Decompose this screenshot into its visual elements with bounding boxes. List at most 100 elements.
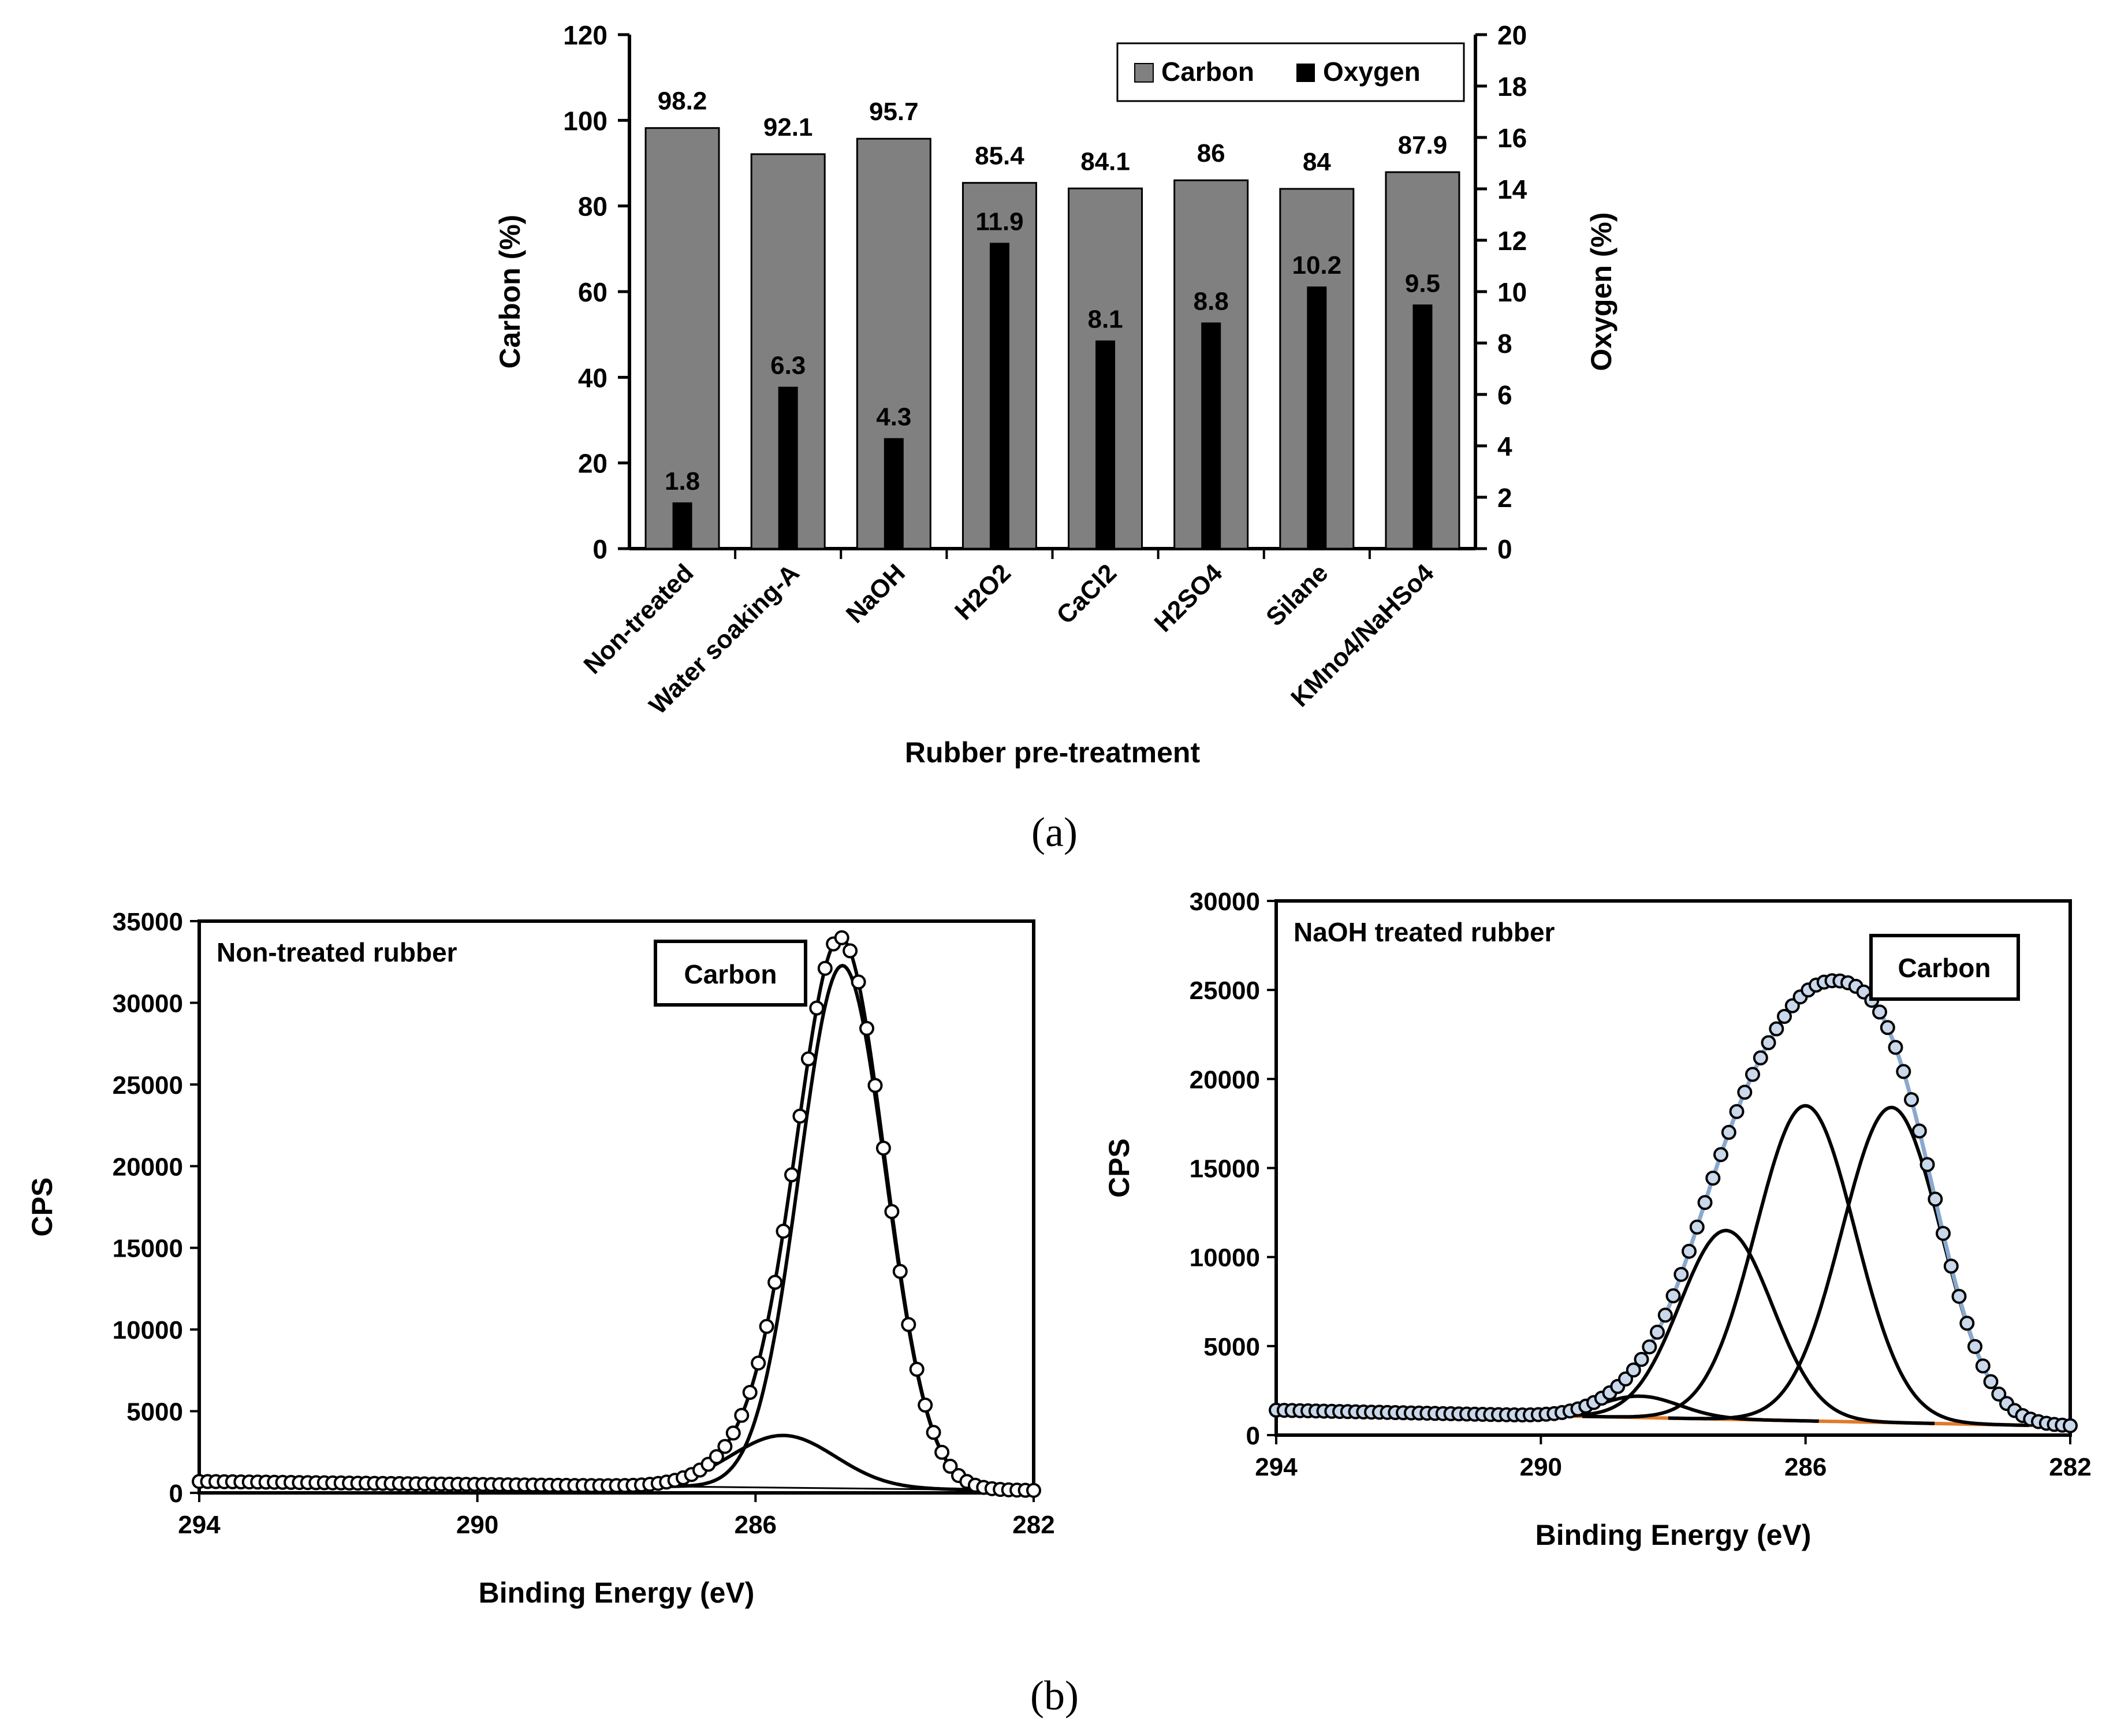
y-tick-label: 15000 — [1190, 1155, 1260, 1183]
data-point — [1729, 1104, 1745, 1119]
x-tick-label: 294 — [178, 1511, 221, 1539]
y-tick-label: 0 — [169, 1480, 183, 1508]
data-point — [834, 930, 849, 945]
data-point — [918, 1398, 933, 1413]
y-axis-label: CPS — [1103, 1138, 1135, 1198]
data-point — [1650, 1324, 1665, 1340]
xps-chart-non-treated: 0 5000 10000 15000 20000 25000 30000 35000 294 29… — [26, 908, 1055, 1609]
data-point — [1657, 1307, 1673, 1323]
bar-oxygen — [672, 502, 692, 549]
data-point — [800, 1051, 816, 1067]
data-label-carbon: 95.7 — [869, 98, 919, 126]
data-point — [1777, 1009, 1792, 1024]
x-axis-label: Rubber pre-treatment — [905, 736, 1201, 769]
bar-oxygen — [1201, 322, 1221, 549]
panel-label-a: (a) — [1031, 809, 1078, 855]
x-tick-label: 294 — [1255, 1453, 1298, 1481]
data-point — [1769, 1021, 1784, 1037]
data-point — [1975, 1358, 1991, 1374]
data-point — [1761, 1035, 1776, 1050]
y-tick-label-right: 8 — [1497, 329, 1512, 359]
annotation-box — [1869, 934, 2020, 1001]
fit-component-peak-2 — [1582, 1104, 2029, 1428]
data-point — [1721, 1124, 1736, 1140]
x-tick-label: 290 — [1520, 1453, 1562, 1481]
annotation-label: Carbon — [684, 959, 777, 989]
y-tick-label: 20000 — [1190, 1066, 1260, 1094]
data-point — [1689, 1219, 1705, 1235]
data-point — [792, 1108, 808, 1124]
bar-oxygen — [884, 438, 904, 549]
data-point — [909, 1362, 925, 1377]
y-tick-label: 30000 — [1190, 888, 1260, 916]
x-tick-label: 286 — [735, 1511, 777, 1539]
data-label-oxygen: 8.1 — [1087, 306, 1123, 334]
panel-label-b: (b) — [1030, 1672, 1079, 1719]
annotation-box — [654, 940, 807, 1007]
data-point — [884, 1204, 900, 1219]
y-tick-label: 5000 — [1203, 1333, 1260, 1361]
y-tick-label: 10000 — [1190, 1244, 1260, 1272]
x-axis-label: Binding Energy (eV) — [479, 1577, 755, 1609]
fit-component-peak-3 — [1518, 1228, 1935, 1425]
data-point — [901, 1317, 916, 1332]
bar-oxygen — [1307, 286, 1327, 549]
data-point — [1936, 1225, 1951, 1241]
data-point — [1674, 1266, 1689, 1282]
data-label-carbon: 92.1 — [763, 113, 813, 141]
x-tick-label: 286 — [1784, 1453, 1827, 1481]
data-point — [1967, 1339, 1982, 1354]
data-point — [817, 960, 833, 976]
y-tick-label-right: 0 — [1497, 534, 1512, 564]
y-tick-label: 5000 — [126, 1398, 183, 1426]
data-point — [809, 1000, 825, 1016]
data-point — [1697, 1195, 1713, 1210]
data-label-oxygen: 9.5 — [1405, 269, 1440, 297]
data-label-carbon: 84 — [1303, 148, 1331, 176]
data-point — [1951, 1288, 1967, 1304]
data-point — [742, 1385, 758, 1400]
legend-swatch-carbon — [1134, 63, 1154, 83]
data-point — [1705, 1171, 1721, 1186]
y-tick-label-right: 16 — [1497, 123, 1527, 153]
data-point — [1904, 1092, 1919, 1108]
x-tick-label: 282 — [1012, 1511, 1054, 1539]
data-point — [2063, 1418, 2078, 1433]
data-point — [725, 1425, 741, 1441]
y-tick-label: 15000 — [113, 1235, 183, 1263]
y-tick-label: 30000 — [113, 989, 183, 1018]
data-point — [717, 1439, 733, 1454]
bar-oxygen — [989, 243, 1009, 549]
data-label-oxygen: 6.3 — [770, 352, 806, 380]
x-tick-label: 290 — [456, 1511, 498, 1539]
xps-chart-naoh-treated: 0 5000 10000 15000 20000 25000 30000 294 290 286 2… — [1103, 888, 2092, 1551]
data-point — [867, 1078, 883, 1093]
data-point — [1737, 1085, 1753, 1100]
y-tick-label-right: 20 — [1497, 20, 1527, 50]
data-point — [1626, 1362, 1641, 1378]
data-point — [784, 1167, 799, 1183]
y-tick-label-left: 0 — [592, 534, 607, 564]
plot-title: NaOH treated rubber — [1294, 917, 1555, 947]
x-axis-label: Binding Energy (eV) — [1535, 1519, 1812, 1551]
data-label-oxygen: 8.8 — [1194, 287, 1229, 315]
data-point — [1959, 1316, 1975, 1331]
data-point — [1753, 1050, 1768, 1066]
data-point — [776, 1223, 791, 1239]
legend-swatch-oxygen — [1296, 64, 1315, 82]
data-point — [1665, 1288, 1681, 1303]
y-tick-label: 20000 — [113, 1153, 183, 1181]
data-point — [1634, 1351, 1649, 1367]
plot-title: Non-treated rubber — [217, 937, 457, 967]
data-point — [1983, 1374, 1999, 1389]
data-point — [1991, 1386, 2007, 1402]
data-point — [759, 1318, 774, 1334]
y-tick-label-left: 20 — [578, 449, 607, 479]
data-point — [942, 1458, 958, 1474]
y-tick-label: 0 — [1246, 1422, 1260, 1450]
data-point — [934, 1444, 950, 1460]
y-tick-label-left: 80 — [578, 192, 607, 222]
data-point — [1880, 1020, 1895, 1035]
y-tick-label-right: 18 — [1497, 72, 1527, 102]
data-point — [1682, 1243, 1697, 1259]
